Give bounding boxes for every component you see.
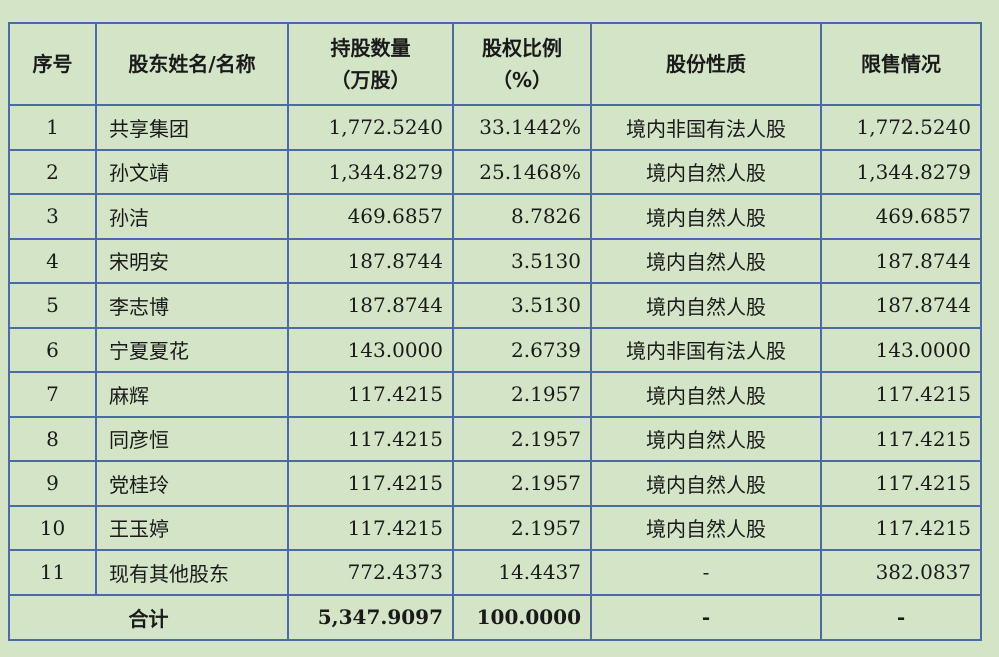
header-shares-line2: （万股） [330, 68, 411, 92]
cell-restricted: 382.0837 [820, 549, 982, 596]
cell-ratio: 2.6739 [452, 326, 592, 373]
cell-ratio: 14.4437 [452, 549, 592, 596]
cell-nature: 境内非国有法人股 [590, 326, 822, 373]
cell-seq: 11 [8, 549, 97, 596]
cell-ratio: 3.5130 [452, 282, 592, 329]
cell-name: 宁夏夏花 [95, 326, 289, 373]
cell-shares: 143.0000 [287, 326, 454, 373]
cell-name: 孙文靖 [95, 148, 289, 195]
cell-name: 孙洁 [95, 193, 289, 240]
cell-ratio: 33.1442% [452, 104, 592, 151]
table-body: 1 共享集团 1,772.5240 33.1442% 境内非国有法人股 1,77… [8, 104, 982, 641]
shareholder-table-container: 序号 股东姓名/名称 持股数量 （万股） 股权比例 （%） 股份性质 限售情况 … [8, 22, 982, 641]
table-row: 8 同彦恒 117.4215 2.1957 境内自然人股 117.4215 [8, 415, 982, 462]
cell-seq: 10 [8, 504, 97, 551]
total-nature: - [590, 593, 822, 641]
cell-name: 王玉婷 [95, 504, 289, 551]
table-row: 11 现有其他股东 772.4373 14.4437 - 382.0837 [8, 549, 982, 596]
total-shares: 5,347.9097 [287, 593, 454, 641]
table-row: 10 王玉婷 117.4215 2.1957 境内自然人股 117.4215 [8, 504, 982, 551]
header-restricted: 限售情况 [820, 22, 982, 106]
total-ratio: 100.0000 [452, 593, 592, 641]
cell-nature: 境内自然人股 [590, 193, 822, 240]
table-row: 2 孙文靖 1,344.8279 25.1468% 境内自然人股 1,344.8… [8, 148, 982, 195]
cell-ratio: 2.1957 [452, 504, 592, 551]
cell-restricted: 187.8744 [820, 282, 982, 329]
cell-nature: 境内自然人股 [590, 282, 822, 329]
header-seq: 序号 [8, 22, 97, 106]
cell-name: 宋明安 [95, 237, 289, 284]
table-row: 7 麻辉 117.4215 2.1957 境内自然人股 117.4215 [8, 371, 982, 418]
cell-restricted: 1,772.5240 [820, 104, 982, 151]
cell-nature: 境内自然人股 [590, 415, 822, 462]
cell-name: 同彦恒 [95, 415, 289, 462]
cell-name: 麻辉 [95, 371, 289, 418]
table-row: 3 孙洁 469.6857 8.7826 境内自然人股 469.6857 [8, 193, 982, 240]
cell-name: 现有其他股东 [95, 549, 289, 596]
cell-shares: 117.4215 [287, 415, 454, 462]
cell-nature: 境内非国有法人股 [590, 104, 822, 151]
table-row: 1 共享集团 1,772.5240 33.1442% 境内非国有法人股 1,77… [8, 104, 982, 151]
cell-ratio: 8.7826 [452, 193, 592, 240]
cell-name: 李志博 [95, 282, 289, 329]
cell-seq: 7 [8, 371, 97, 418]
cell-restricted: 117.4215 [820, 415, 982, 462]
cell-nature: 境内自然人股 [590, 237, 822, 284]
cell-shares: 117.4215 [287, 460, 454, 507]
cell-shares: 117.4215 [287, 504, 454, 551]
table-row: 9 党桂玲 117.4215 2.1957 境内自然人股 117.4215 [8, 460, 982, 507]
cell-restricted: 117.4215 [820, 460, 982, 507]
cell-nature: 境内自然人股 [590, 371, 822, 418]
cell-ratio: 2.1957 [452, 460, 592, 507]
header-shares: 持股数量 （万股） [287, 22, 454, 106]
cell-seq: 1 [8, 104, 97, 151]
cell-shares: 1,344.8279 [287, 148, 454, 195]
cell-seq: 4 [8, 237, 97, 284]
cell-nature: 境内自然人股 [590, 504, 822, 551]
cell-nature: - [590, 549, 822, 596]
cell-ratio: 2.1957 [452, 415, 592, 462]
cell-ratio: 25.1468% [452, 148, 592, 195]
cell-nature: 境内自然人股 [590, 460, 822, 507]
cell-restricted: 187.8744 [820, 237, 982, 284]
total-restricted: - [820, 593, 982, 641]
cell-shares: 469.6857 [287, 193, 454, 240]
shareholder-table: 序号 股东姓名/名称 持股数量 （万股） 股权比例 （%） 股份性质 限售情况 … [8, 22, 982, 641]
table-row: 4 宋明安 187.8744 3.5130 境内自然人股 187.8744 [8, 237, 982, 284]
cell-seq: 6 [8, 326, 97, 373]
header-ratio: 股权比例 （%） [452, 22, 592, 106]
cell-seq: 3 [8, 193, 97, 240]
cell-shares: 117.4215 [287, 371, 454, 418]
cell-shares: 187.8744 [287, 282, 454, 329]
total-label: 合计 [8, 593, 289, 641]
cell-restricted: 1,344.8279 [820, 148, 982, 195]
cell-restricted: 117.4215 [820, 504, 982, 551]
cell-seq: 8 [8, 415, 97, 462]
cell-ratio: 3.5130 [452, 237, 592, 284]
cell-restricted: 469.6857 [820, 193, 982, 240]
cell-restricted: 117.4215 [820, 371, 982, 418]
cell-ratio: 2.1957 [452, 371, 592, 418]
header-nature: 股份性质 [590, 22, 822, 106]
cell-seq: 9 [8, 460, 97, 507]
cell-name: 党桂玲 [95, 460, 289, 507]
table-row: 6 宁夏夏花 143.0000 2.6739 境内非国有法人股 143.0000 [8, 326, 982, 373]
cell-shares: 772.4373 [287, 549, 454, 596]
table-row: 5 李志博 187.8744 3.5130 境内自然人股 187.8744 [8, 282, 982, 329]
cell-shares: 187.8744 [287, 237, 454, 284]
header-name: 股东姓名/名称 [95, 22, 289, 106]
header-ratio-line2: （%） [491, 68, 553, 92]
header-shares-line1: 持股数量 [330, 36, 411, 60]
total-row: 合计 5,347.9097 100.0000 - - [8, 593, 982, 641]
cell-name: 共享集团 [95, 104, 289, 151]
cell-seq: 2 [8, 148, 97, 195]
cell-shares: 1,772.5240 [287, 104, 454, 151]
cell-restricted: 143.0000 [820, 326, 982, 373]
header-ratio-line1: 股权比例 [482, 36, 562, 60]
cell-nature: 境内自然人股 [590, 148, 822, 195]
table-header-row: 序号 股东姓名/名称 持股数量 （万股） 股权比例 （%） 股份性质 限售情况 [8, 22, 982, 106]
cell-seq: 5 [8, 282, 97, 329]
